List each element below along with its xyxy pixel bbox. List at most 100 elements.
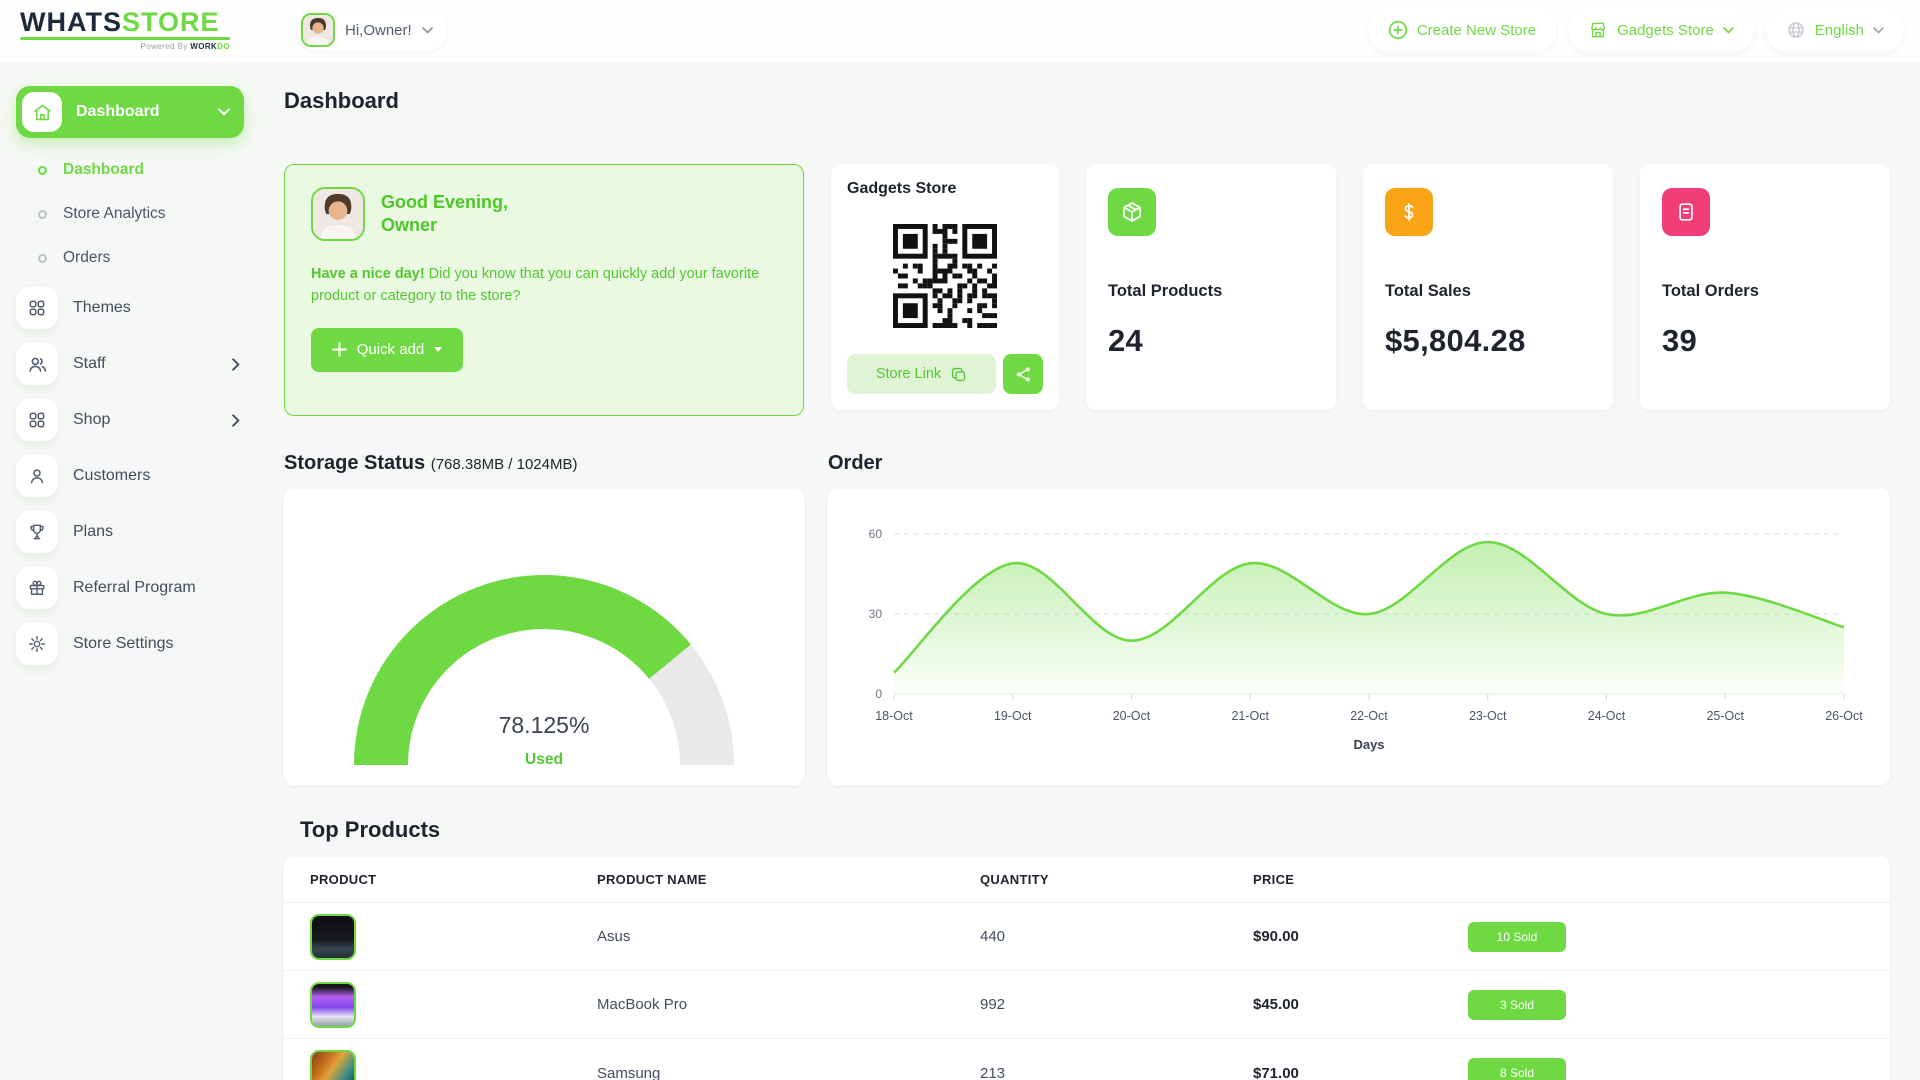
- storage-gauge: 78.125% Used: [354, 575, 734, 768]
- sidebar: Dashboard Dashboard Store Analytics Orde…: [0, 62, 260, 1080]
- avatar-portrait: [303, 15, 333, 45]
- whatsstore-logo[interactable]: WHATSSTORE Powered By WORKDO: [20, 8, 230, 51]
- sidebar-item-shop[interactable]: Shop: [0, 392, 260, 448]
- caret-down-icon: [434, 347, 443, 353]
- stat-card-total-orders: Total Orders 39: [1640, 164, 1890, 410]
- share-icon: [1016, 366, 1030, 382]
- chevron-right-icon: [232, 413, 240, 427]
- svg-text:21-Oct: 21-Oct: [1231, 709, 1269, 723]
- logo-text: WHATSSTORE: [20, 7, 220, 37]
- table-row: MacBook Pro 992 $45.00 3 Sold: [284, 971, 1890, 1039]
- svg-text:23-Oct: 23-Oct: [1469, 709, 1507, 723]
- svg-text:25-Oct: 25-Oct: [1706, 709, 1744, 723]
- store-qr-card: Gadgets Store Store Link: [831, 164, 1059, 410]
- store-link-button[interactable]: Store Link: [847, 354, 996, 394]
- create-new-store-button[interactable]: Create New Store: [1367, 7, 1557, 53]
- svg-text:Used: Used: [525, 751, 563, 768]
- sidebar-item-store-settings[interactable]: Store Settings: [0, 616, 260, 672]
- svg-text:19-Oct: 19-Oct: [994, 709, 1032, 723]
- top-products-table: PRODUCT PRODUCT NAME QUANTITY PRICE Asus…: [284, 857, 1890, 1080]
- avatar: [301, 13, 335, 47]
- svg-text:30: 30: [869, 607, 883, 621]
- svg-text:26-Oct: 26-Oct: [1825, 709, 1863, 723]
- quick-add-button[interactable]: Quick add: [311, 327, 463, 372]
- bullet-icon: [38, 165, 47, 175]
- page-title: Dashboard: [284, 88, 399, 113]
- users-icon: [16, 343, 58, 385]
- language-dropdown[interactable]: English: [1765, 7, 1904, 53]
- svg-text:24-Oct: 24-Oct: [1588, 709, 1626, 723]
- package-icon: [1108, 188, 1156, 236]
- svg-text:18-Oct: 18-Oct: [875, 709, 913, 723]
- chevron-down-icon: [1873, 26, 1884, 34]
- product-image: [310, 913, 356, 960]
- sidebar-item-dashboard[interactable]: Dashboard: [0, 148, 260, 192]
- user-menu[interactable]: Hi,Owner!: [297, 9, 447, 51]
- qr-code: [893, 224, 997, 328]
- greeting-title: Good Evening, Owner: [381, 192, 509, 235]
- greeting-message: Have a nice day! Did you know that you c…: [311, 266, 760, 305]
- bullet-icon: [38, 209, 47, 219]
- order-chart-title: Order: [828, 452, 883, 474]
- svg-text:Days: Days: [1353, 737, 1384, 752]
- chevron-right-icon: [232, 357, 240, 371]
- share-store-button[interactable]: [1003, 354, 1043, 394]
- store-switcher-dropdown[interactable]: Gadgets Store: [1568, 7, 1754, 53]
- svg-text:0: 0: [875, 687, 882, 701]
- sold-badge: 3 Sold: [1468, 989, 1566, 1020]
- plus-circle-icon: [1388, 20, 1407, 40]
- logo-underline: [20, 37, 230, 40]
- sidebar-item-orders[interactable]: Orders: [0, 236, 260, 280]
- trophy-icon: [16, 511, 58, 553]
- avatar: [311, 187, 365, 241]
- gear-icon: [16, 623, 58, 665]
- sidebar-item-customers[interactable]: Customers: [0, 448, 260, 504]
- sidebar-item-referral-program[interactable]: Referral Program: [0, 560, 260, 616]
- sidebar-group-dashboard[interactable]: Dashboard: [16, 86, 244, 138]
- storage-status-title: Storage Status (768.38MB / 1024MB): [284, 452, 578, 474]
- bullet-icon: [38, 253, 47, 263]
- main-content: Dashboard Good Evening, Owner Have a nic…: [284, 62, 1890, 1080]
- plus-icon: [331, 342, 347, 358]
- user-greeting-label: Hi,Owner!: [345, 21, 412, 39]
- user-icon: [16, 455, 58, 497]
- product-image: [310, 1050, 356, 1080]
- storefront-icon: [1591, 22, 1606, 38]
- svg-text:22-Oct: 22-Oct: [1350, 709, 1388, 723]
- store-card-title: Gadgets Store: [847, 180, 957, 197]
- top-products-title: Top Products: [300, 817, 441, 842]
- sold-badge: 8 Sold: [1468, 1058, 1566, 1080]
- grid-icon: [16, 287, 58, 329]
- header-actions: Create New Store Gadgets Store English: [1367, 7, 1904, 53]
- dollar-icon: [1385, 188, 1433, 236]
- stat-card-total-sales: Total Sales $5,804.28: [1363, 164, 1613, 410]
- table-row: Samsung 213 $71.00 8 Sold: [284, 1039, 1890, 1080]
- sidebar-item-store-analytics[interactable]: Store Analytics: [0, 192, 260, 236]
- order-chart-card: 0 30 60 18-Oct 19-Oct 20-Oct 21-Oct 22-Oct 23-Oc…: [828, 489, 1890, 785]
- product-image: [310, 981, 356, 1028]
- gift-icon: [16, 567, 58, 609]
- greeting-card: Good Evening, Owner Have a nice day! Did…: [284, 164, 804, 416]
- svg-text:20-Oct: 20-Oct: [1113, 709, 1151, 723]
- invoice-icon: [1662, 188, 1710, 236]
- storage-usage-label: (768.38MB / 1024MB): [430, 456, 578, 473]
- stat-card-total-products: Total Products 24: [1086, 164, 1336, 410]
- order-area-chart: 0 30 60 18-Oct 19-Oct 20-Oct 21-Oct 22-Oct 23-Oc…: [869, 527, 1864, 752]
- svg-text:78.125%: 78.125%: [499, 712, 590, 738]
- sidebar-item-themes[interactable]: Themes: [0, 280, 260, 336]
- logo-powered-by: Powered By WORKDO: [140, 42, 230, 51]
- table-header: PRODUCT PRODUCT NAME QUANTITY PRICE: [284, 857, 1890, 903]
- chevron-down-icon: [218, 108, 230, 116]
- copy-icon: [952, 367, 966, 381]
- globe-icon: [1788, 22, 1804, 38]
- storage-gauge-card: 78.125% Used: [284, 489, 804, 785]
- home-icon: [22, 92, 62, 132]
- table-row: Asus 440 $90.00 10 Sold: [284, 903, 1890, 971]
- svg-text:60: 60: [869, 527, 883, 541]
- sold-badge: 10 Sold: [1468, 921, 1566, 952]
- charts-row: Storage Status (768.38MB / 1024MB) 78.12…: [284, 452, 1890, 785]
- summary-row: Good Evening, Owner Have a nice day! Did…: [284, 164, 1890, 416]
- chevron-down-icon: [421, 26, 433, 34]
- sidebar-item-staff[interactable]: Staff: [0, 336, 260, 392]
- sidebar-item-plans[interactable]: Plans: [0, 504, 260, 560]
